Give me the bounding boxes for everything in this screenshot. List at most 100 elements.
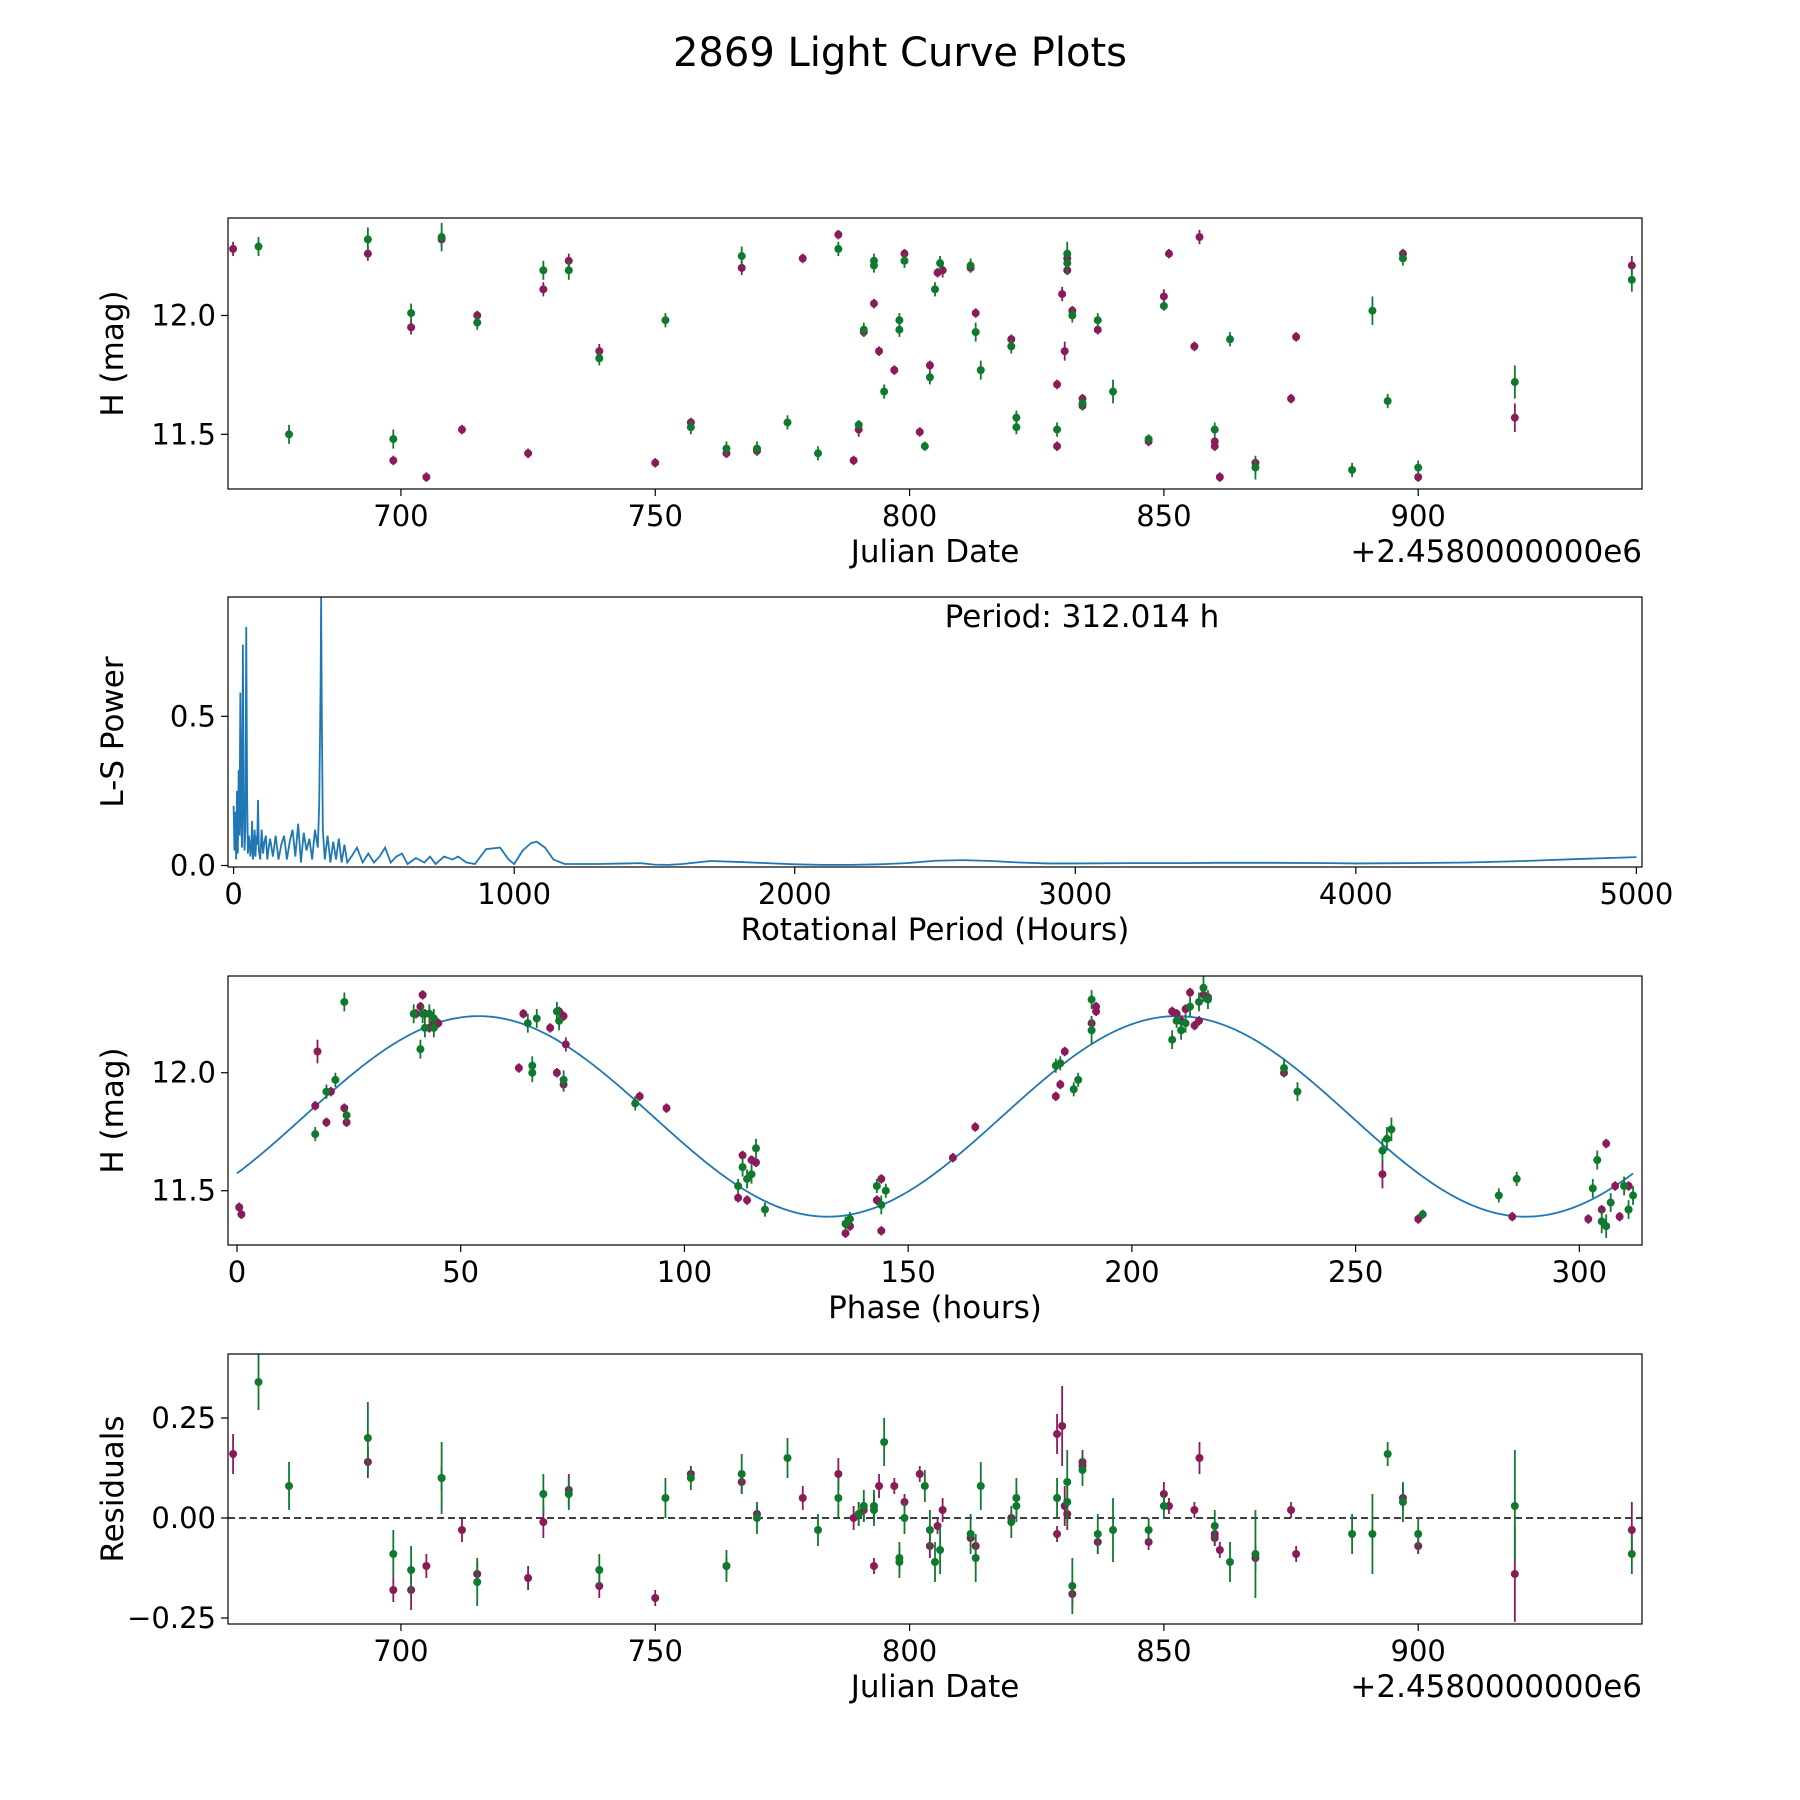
- data-point: [1087, 1026, 1096, 1035]
- data-point: [1058, 1422, 1067, 1430]
- data-point: [1164, 249, 1173, 258]
- data-point: [752, 444, 761, 453]
- data-point: [1348, 465, 1357, 474]
- data-point: [651, 1594, 660, 1602]
- data-point: [1287, 1506, 1296, 1514]
- data-point: [1287, 394, 1296, 403]
- y-tick-label: 12.0: [151, 1056, 216, 1090]
- data-point: [1093, 1530, 1102, 1538]
- data-point: [976, 1482, 985, 1490]
- data-point: [407, 323, 416, 332]
- data-point: [1058, 290, 1067, 299]
- data-point: [418, 990, 427, 999]
- data-point: [1078, 1466, 1087, 1474]
- data-point: [1627, 1526, 1636, 1534]
- data-point: [363, 1434, 372, 1442]
- data-point: [854, 1510, 863, 1518]
- y-tick-label: −0.25: [127, 1601, 216, 1635]
- x-tick-label: 750: [628, 499, 683, 533]
- data-point: [322, 1118, 331, 1127]
- x-tick-label: 150: [880, 1255, 935, 1289]
- data-point: [1398, 254, 1407, 263]
- data-point: [1383, 397, 1392, 406]
- y-tick-label: 0.0: [170, 849, 216, 883]
- data-point: [1007, 1518, 1016, 1526]
- data-point: [1053, 442, 1062, 451]
- data-point: [686, 1474, 695, 1482]
- residuals-y-axis-label: Residuals: [95, 1415, 131, 1562]
- phased-x-axis-label: Phase (hours): [828, 1290, 1042, 1326]
- data-point: [416, 1045, 425, 1054]
- x-tick-label: 700: [373, 499, 428, 533]
- periodogram-line: [232, 597, 1637, 866]
- data-point: [1012, 423, 1021, 432]
- x-tick-label: 750: [628, 1634, 683, 1668]
- data-point: [285, 430, 294, 439]
- lightcurve-x-offset-label: +2.4580000000e6: [1350, 534, 1642, 570]
- data-point: [1611, 1182, 1620, 1191]
- x-tick-label: 0: [224, 877, 242, 911]
- data-point: [420, 1023, 429, 1032]
- x-tick-label: 850: [1136, 499, 1191, 533]
- data-point: [686, 423, 695, 432]
- data-point: [407, 309, 416, 318]
- data-point: [1629, 1191, 1638, 1200]
- data-point: [1398, 1498, 1407, 1506]
- data-point: [1093, 325, 1102, 334]
- x-tick-label: 700: [373, 1634, 428, 1668]
- x-tick-label: 800: [882, 1634, 937, 1668]
- data-point: [869, 1562, 878, 1570]
- lightcurve-series-filter_a: [229, 229, 1636, 482]
- data-point: [1510, 378, 1519, 387]
- data-point: [1602, 1222, 1611, 1231]
- data-point: [1593, 1156, 1602, 1165]
- data-point: [869, 299, 878, 308]
- data-point: [845, 1215, 854, 1224]
- data-point: [1109, 1526, 1118, 1534]
- data-point: [895, 325, 904, 334]
- data-point: [546, 1023, 555, 1032]
- data-point: [948, 1153, 957, 1162]
- data-point: [422, 1562, 431, 1570]
- phased-series-filter_b: [311, 976, 1638, 1238]
- data-point: [859, 1502, 868, 1510]
- data-point: [322, 1087, 331, 1096]
- lightcurve-axes-frame: [227, 217, 1643, 490]
- data-point: [880, 1438, 889, 1446]
- data-point: [834, 1494, 843, 1502]
- data-point: [1172, 1016, 1181, 1025]
- data-point: [971, 309, 980, 318]
- data-point: [834, 244, 843, 253]
- data-point: [313, 1047, 322, 1056]
- data-point: [1195, 1016, 1204, 1025]
- data-point: [1053, 425, 1062, 434]
- data-point: [254, 242, 263, 251]
- data-point: [859, 325, 868, 334]
- data-point: [1053, 380, 1062, 389]
- data-point: [514, 1064, 523, 1073]
- y-tick-label: 0.00: [151, 1501, 216, 1535]
- data-point: [1056, 1059, 1065, 1068]
- data-point: [875, 1482, 884, 1490]
- data-point: [561, 1040, 570, 1049]
- data-point: [1060, 347, 1069, 356]
- residuals-axes-frame: [227, 1353, 1643, 1625]
- data-point: [1348, 1530, 1357, 1538]
- data-point: [971, 1123, 980, 1132]
- data-point: [1159, 292, 1168, 301]
- data-point: [1177, 1026, 1186, 1035]
- data-point: [661, 316, 670, 325]
- data-point: [1588, 1184, 1597, 1193]
- data-point: [854, 420, 863, 429]
- data-point: [1144, 1526, 1153, 1534]
- data-point: [437, 233, 446, 242]
- data-point: [915, 427, 924, 436]
- data-point: [1627, 1550, 1636, 1558]
- data-point: [1181, 1019, 1190, 1028]
- data-point: [363, 249, 372, 258]
- data-point: [1053, 1430, 1062, 1438]
- data-point: [734, 1182, 743, 1191]
- data-point: [1012, 413, 1021, 422]
- data-point: [936, 259, 945, 268]
